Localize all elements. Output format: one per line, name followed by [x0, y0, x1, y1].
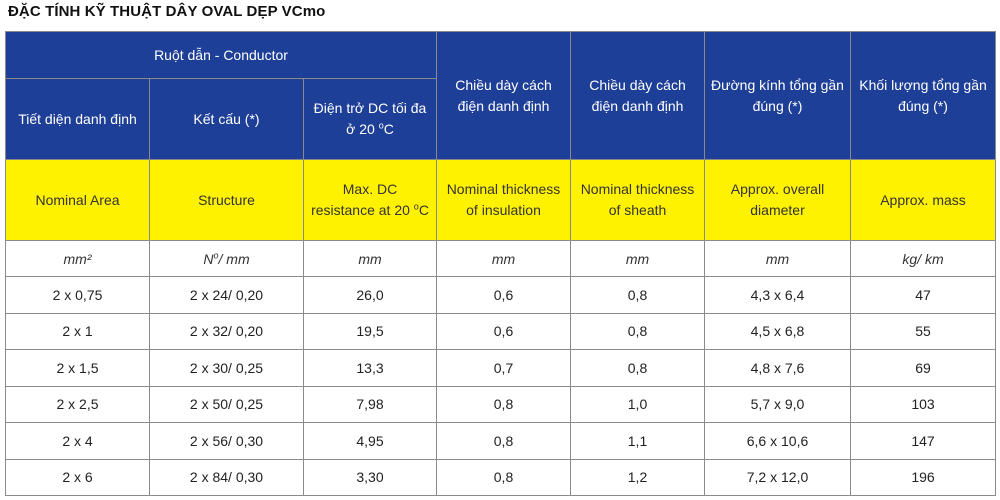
unit-structure-mm: / mm	[218, 250, 250, 267]
cell-insulation: 0,8	[436, 422, 571, 460]
cell-diameter: 4,5 x 6,8	[704, 312, 851, 350]
cell-area: 2 x 6	[5, 458, 150, 496]
cell-sheath: 0,8	[570, 276, 705, 314]
structure-header-vi: Kết cấu (*)	[149, 78, 304, 160]
cell-sheath: 0,8	[570, 312, 705, 350]
header-group-row: Ruột dẫn - Conductor Chiều dày cách điện…	[5, 31, 996, 160]
degree-mark: o	[413, 201, 419, 212]
table-row: 2 x 1,5 2 x 30/ 0,25 13,3 0,7 0,8 4,8 x …	[5, 349, 996, 387]
unit-row: mm² No/ mm mm mm mm mm kg/ km	[5, 240, 996, 277]
sheath-header-en: Nominal thickness of sheath	[570, 159, 705, 241]
header-sub-row: Tiết diện danh định Kết cấu (*) Điện trở…	[5, 78, 996, 160]
cell-structure: 2 x 24/ 0,20	[149, 276, 304, 314]
cell-sheath: 1,0	[570, 385, 705, 423]
table-row: 2 x 4 2 x 56/ 0,30 4,95 0,8 1,1 6,6 x 10…	[5, 422, 996, 460]
unit-structure: No/ mm	[149, 240, 304, 277]
resistance-header-en-text: Max. DC resistance at 20	[311, 181, 410, 218]
cell-insulation: 0,6	[436, 276, 571, 314]
insulation-header-en: Nominal thickness of insulation	[436, 159, 571, 241]
unit-nominal-area: mm²	[5, 240, 150, 277]
unit-structure-degree: o	[213, 249, 219, 260]
unit-resistance: mm	[303, 240, 437, 277]
cell-sheath: 1,2	[570, 458, 705, 496]
mass-header-vi: Khối lượng tổng gần đúng (*)	[850, 31, 996, 160]
cell-mass: 55	[850, 312, 996, 350]
cell-insulation: 0,7	[436, 349, 571, 387]
cell-diameter: 4,8 x 7,6	[704, 349, 851, 387]
cell-area: 2 x 4	[5, 422, 150, 460]
cell-area: 2 x 2,5	[5, 385, 150, 423]
mass-header-en: Approx. mass	[850, 159, 996, 241]
diameter-header-en: Approx. overall diameter	[704, 159, 851, 241]
nominal-area-header-en: Nominal Area	[5, 159, 150, 241]
header-english-row: Nominal Area Structure Max. DC resistanc…	[5, 159, 996, 241]
degree-mark: o	[378, 120, 384, 131]
cell-mass: 196	[850, 458, 996, 496]
celsius-unit: C	[383, 121, 394, 137]
cell-structure: 2 x 50/ 0,25	[149, 385, 304, 423]
cell-resistance: 13,3	[303, 349, 437, 387]
cell-diameter: 7,2 x 12,0	[704, 458, 851, 496]
diameter-header-vi: Đường kính tổng gần đúng (*)	[704, 31, 851, 160]
cell-insulation: 0,8	[436, 385, 571, 423]
unit-mass: kg/ km	[850, 240, 996, 277]
cell-structure: 2 x 56/ 0,30	[149, 422, 304, 460]
cell-diameter: 6,6 x 10,6	[704, 422, 851, 460]
conductor-group-header: Ruột dẫn - Conductor	[5, 31, 437, 79]
sheath-header-vi: Chiều dày cách điện danh định	[570, 31, 705, 160]
resistance-header-en: Max. DC resistance at 20 oC	[303, 159, 437, 241]
cell-mass: 103	[850, 385, 996, 423]
cell-diameter: 5,7 x 9,0	[704, 385, 851, 423]
spec-table: Ruột dẫn - Conductor Chiều dày cách điện…	[5, 31, 996, 496]
cell-structure: 2 x 84/ 0,30	[149, 458, 304, 496]
unit-sheath: mm	[570, 240, 705, 277]
cell-sheath: 0,8	[570, 349, 705, 387]
structure-header-en: Structure	[149, 159, 304, 241]
cell-structure: 2 x 30/ 0,25	[149, 349, 304, 387]
cell-area: 2 x 1,5	[5, 349, 150, 387]
cell-resistance: 3,30	[303, 458, 437, 496]
cell-diameter: 4,3 x 6,4	[704, 276, 851, 314]
table-row: 2 x 2,5 2 x 50/ 0,25 7,98 0,8 1,0 5,7 x …	[5, 385, 996, 423]
celsius-unit: C	[418, 202, 429, 218]
unit-diameter: mm	[704, 240, 851, 277]
cell-area: 2 x 0,75	[5, 276, 150, 314]
cell-mass: 47	[850, 276, 996, 314]
nominal-area-header-vi: Tiết diện danh định	[5, 78, 150, 160]
table-row: 2 x 1 2 x 32/ 0,20 19,5 0,6 0,8 4,5 x 6,…	[5, 312, 996, 350]
cell-structure: 2 x 32/ 0,20	[149, 312, 304, 350]
cell-mass: 147	[850, 422, 996, 460]
unit-structure-n: N	[203, 250, 214, 267]
cell-resistance: 7,98	[303, 385, 437, 423]
table-row: 2 x 6 2 x 84/ 0,30 3,30 0,8 1,2 7,2 x 12…	[5, 458, 996, 496]
cell-resistance: 26,0	[303, 276, 437, 314]
resistance-header-vi-text: Điện trở DC tối đa ở 20	[313, 100, 427, 137]
cell-insulation: 0,6	[436, 312, 571, 350]
cell-mass: 69	[850, 349, 996, 387]
cell-insulation: 0,8	[436, 458, 571, 496]
cell-area: 2 x 1	[5, 312, 150, 350]
insulation-header-vi: Chiều dày cách điện danh định	[436, 31, 571, 160]
table-row: 2 x 0,75 2 x 24/ 0,20 26,0 0,6 0,8 4,3 x…	[5, 276, 996, 314]
cell-resistance: 4,95	[303, 422, 437, 460]
cell-sheath: 1,1	[570, 422, 705, 460]
cell-resistance: 19,5	[303, 312, 437, 350]
unit-insulation: mm	[436, 240, 571, 277]
page-title: ĐẶC TÍNH KỸ THUẬT DÂY OVAL DẸP VCmo	[8, 3, 326, 20]
resistance-header-vi: Điện trở DC tối đa ở 20 oC	[303, 78, 437, 160]
